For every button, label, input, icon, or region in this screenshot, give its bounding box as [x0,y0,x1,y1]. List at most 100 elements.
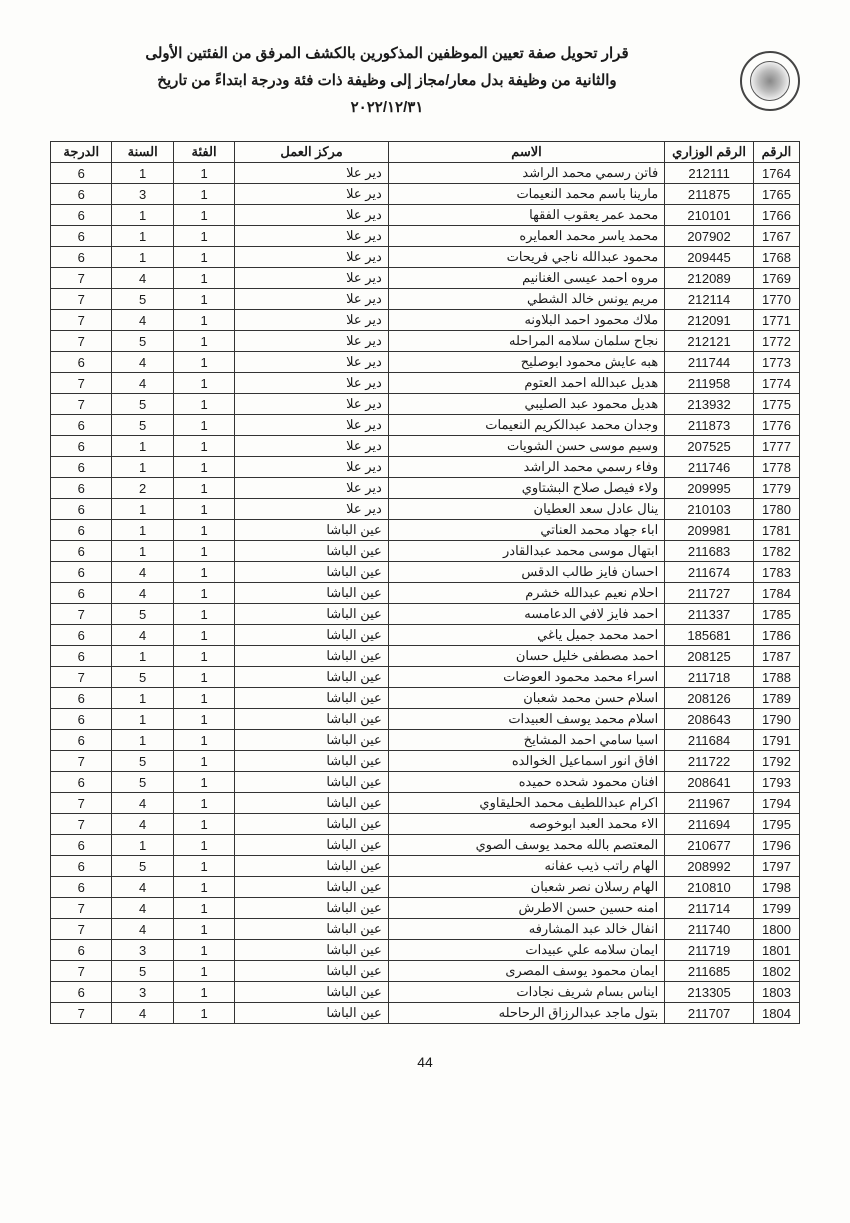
table-row: 1775213932هديل محمود عبد الصليبيدير علا1… [51,394,800,415]
cell-category: 1 [173,562,234,583]
cell-year: 1 [112,226,173,247]
cell-center: دير علا [235,478,389,499]
cell-degree: 6 [51,205,112,226]
cell-year: 1 [112,499,173,520]
table-row: 1776211873وجدان محمد عبدالكريم النعيماتد… [51,415,800,436]
cell-degree: 6 [51,856,112,877]
table-row: 1786185681احمد محمد جميل ياغيعين الباشا1… [51,625,800,646]
cell-center: دير علا [235,184,389,205]
cell-year: 1 [112,457,173,478]
table-row: 1769212089مروه احمد عيسى الغنانيمدير علا… [51,268,800,289]
document-header: قرار تحويل صفة تعيين الموظفين المذكورين … [50,40,800,121]
cell-category: 1 [173,625,234,646]
cell-num: 1793 [753,772,799,793]
cell-name: احلام نعيم عبدالله خشرم [388,583,664,604]
cell-category: 1 [173,352,234,373]
cell-year: 4 [112,625,173,646]
cell-year: 3 [112,940,173,961]
cell-ministerial: 210677 [665,835,754,856]
col-header-min: الرقم الوزاري [665,142,754,163]
cell-num: 1785 [753,604,799,625]
cell-name: اسراء محمد محمود العوضات [388,667,664,688]
cell-year: 1 [112,730,173,751]
cell-ministerial: 211337 [665,604,754,625]
cell-name: احمد فايز لافي الدعامسه [388,604,664,625]
table-row: 1800211740انفال خالد عبد المشارفهعين الب… [51,919,800,940]
cell-ministerial: 211683 [665,541,754,562]
cell-degree: 7 [51,793,112,814]
cell-degree: 6 [51,352,112,373]
cell-name: الهام رسلان نصر شعبان [388,877,664,898]
cell-year: 4 [112,373,173,394]
table-row: 1802211685ايمان محمود يوسف المصرىعين الب… [51,961,800,982]
cell-year: 5 [112,856,173,877]
cell-category: 1 [173,247,234,268]
cell-name: افنان محمود شحده حميده [388,772,664,793]
cell-ministerial: 210101 [665,205,754,226]
cell-year: 4 [112,814,173,835]
cell-ministerial: 210103 [665,499,754,520]
cell-ministerial: 212111 [665,163,754,184]
table-row: 1794211967اكرام عبداللطيف محمد الحليقاوي… [51,793,800,814]
cell-center: عين الباشا [235,898,389,919]
cell-num: 1779 [753,478,799,499]
cell-name: اكرام عبداللطيف محمد الحليقاوي [388,793,664,814]
cell-year: 5 [112,289,173,310]
cell-degree: 6 [51,730,112,751]
cell-year: 1 [112,247,173,268]
cell-num: 1783 [753,562,799,583]
cell-center: عين الباشا [235,667,389,688]
cell-degree: 7 [51,1003,112,1024]
cell-center: عين الباشا [235,625,389,646]
cell-name: ابتهال موسى محمد عبدالقادر [388,541,664,562]
cell-category: 1 [173,604,234,625]
cell-center: دير علا [235,289,389,310]
cell-year: 1 [112,835,173,856]
col-header-name: الاسم [388,142,664,163]
table-row: 1787208125احمد مصطفى خليل حسانعين الباشا… [51,646,800,667]
cell-num: 1796 [753,835,799,856]
cell-center: عين الباشا [235,709,389,730]
table-row: 1765211875مارينا باسم محمد النعيماتدير ع… [51,184,800,205]
cell-degree: 7 [51,373,112,394]
cell-ministerial: 211727 [665,583,754,604]
cell-center: عين الباشا [235,877,389,898]
cell-category: 1 [173,919,234,940]
cell-ministerial: 211740 [665,919,754,940]
table-row: 1767207902محمد ياسر محمد العمايرهدير علا… [51,226,800,247]
cell-center: دير علا [235,394,389,415]
cell-center: دير علا [235,331,389,352]
cell-center: عين الباشا [235,919,389,940]
cell-name: اسيا سامي احمد المشايخ [388,730,664,751]
cell-category: 1 [173,667,234,688]
table-row: 1777207525وسيم موسى حسن الشوياتدير علا11… [51,436,800,457]
cell-degree: 6 [51,646,112,667]
cell-num: 1772 [753,331,799,352]
cell-num: 1767 [753,226,799,247]
cell-ministerial: 211722 [665,751,754,772]
cell-num: 1782 [753,541,799,562]
cell-category: 1 [173,331,234,352]
table-row: 1796210677المعتصم بالله محمد يوسف الصويع… [51,835,800,856]
cell-degree: 6 [51,688,112,709]
cell-year: 1 [112,646,173,667]
cell-category: 1 [173,961,234,982]
cell-category: 1 [173,751,234,772]
cell-center: عين الباشا [235,583,389,604]
cell-name: مريم يونس خالد الشطي [388,289,664,310]
cell-year: 5 [112,667,173,688]
cell-category: 1 [173,184,234,205]
cell-center: دير علا [235,226,389,247]
cell-center: عين الباشا [235,793,389,814]
table-row: 1783211674احسان فايز طالب الدقسعين الباش… [51,562,800,583]
cell-center: عين الباشا [235,835,389,856]
cell-num: 1777 [753,436,799,457]
cell-ministerial: 208641 [665,772,754,793]
cell-ministerial: 211873 [665,415,754,436]
cell-year: 5 [112,772,173,793]
table-row: 1770212114مريم يونس خالد الشطيدير علا157 [51,289,800,310]
cell-category: 1 [173,730,234,751]
table-row: 1795211694الاء محمد العبد ابوخوصهعين الب… [51,814,800,835]
crest-inner [750,61,790,101]
cell-year: 4 [112,1003,173,1024]
